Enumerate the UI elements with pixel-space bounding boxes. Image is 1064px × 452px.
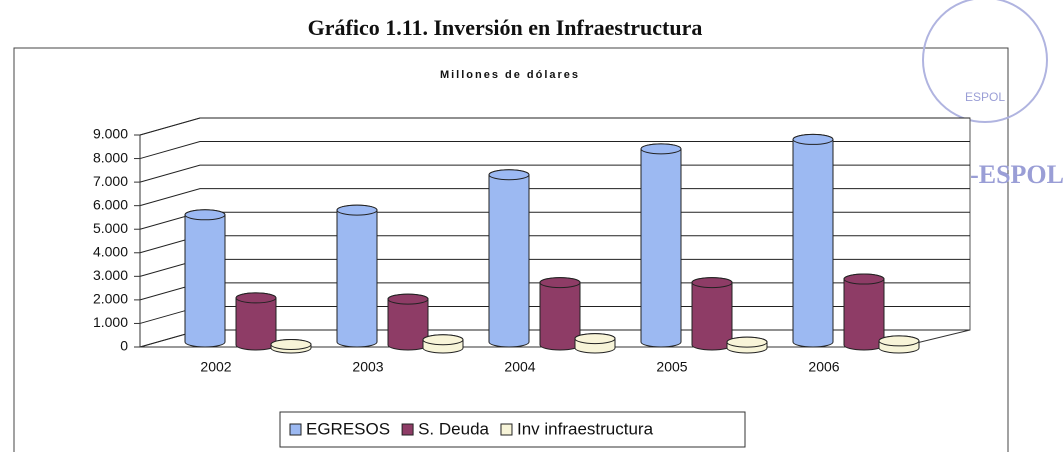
stamp-label: ESPOL <box>965 90 1005 104</box>
chart-subtitle: Millones de dólares <box>440 69 580 81</box>
y-tick-label: 4.000 <box>93 243 128 259</box>
legend-label: EGRESOS <box>306 419 390 438</box>
y-tick-label: 1.000 <box>93 314 128 330</box>
bar <box>843 273 885 351</box>
bar <box>792 133 834 348</box>
bar-top <box>640 143 682 155</box>
grid-line <box>139 141 970 160</box>
y-tick-label: 7.000 <box>93 173 128 189</box>
stamp-circle <box>922 0 1048 123</box>
bar <box>640 143 682 348</box>
bar-top <box>422 334 464 346</box>
y-tick-label: 0 <box>120 338 128 354</box>
y-tick-label: 5.000 <box>93 220 128 236</box>
legend-box <box>279 411 746 448</box>
bar-top <box>488 169 530 181</box>
bar-top <box>878 335 920 347</box>
grid-line <box>139 164 970 183</box>
bar-top <box>235 292 277 304</box>
legend-label: Inv infraestructura <box>517 419 654 438</box>
bar-top <box>184 209 226 221</box>
y-tick-label: 9.000 <box>93 126 128 142</box>
bar <box>336 204 378 348</box>
x-tick-label: 2004 <box>504 359 535 375</box>
x-tick-label: 2005 <box>656 359 687 375</box>
grid-line <box>139 188 970 207</box>
x-tick-label: 2003 <box>352 359 383 375</box>
x-tick-label: 2006 <box>808 359 839 375</box>
bar <box>488 169 530 348</box>
bar-top <box>792 133 834 145</box>
bar-top <box>691 277 733 289</box>
y-tick-label: 2.000 <box>93 291 128 307</box>
bar <box>691 277 733 351</box>
y-tick-label: 6.000 <box>93 196 128 212</box>
bar-top <box>539 277 581 289</box>
x-tick-label: 2002 <box>200 359 231 375</box>
bar-top <box>574 333 616 345</box>
legend-label: S. Deuda <box>418 419 489 438</box>
bar-top <box>336 204 378 216</box>
bar-top <box>726 336 768 348</box>
legend-swatch <box>500 423 513 436</box>
legend-swatch <box>289 423 302 436</box>
chart-title: Gráfico 1.11. Inversión en Infraestructu… <box>308 15 703 40</box>
y-tick-label: 3.000 <box>93 267 128 283</box>
legend-swatch <box>401 423 414 436</box>
y-tick-label: 8.000 <box>93 149 128 165</box>
bar-top <box>387 293 429 305</box>
bar-top <box>843 273 885 285</box>
bar <box>539 277 581 351</box>
grid-line <box>139 117 970 136</box>
bar <box>184 209 226 348</box>
bar-top <box>270 338 312 350</box>
